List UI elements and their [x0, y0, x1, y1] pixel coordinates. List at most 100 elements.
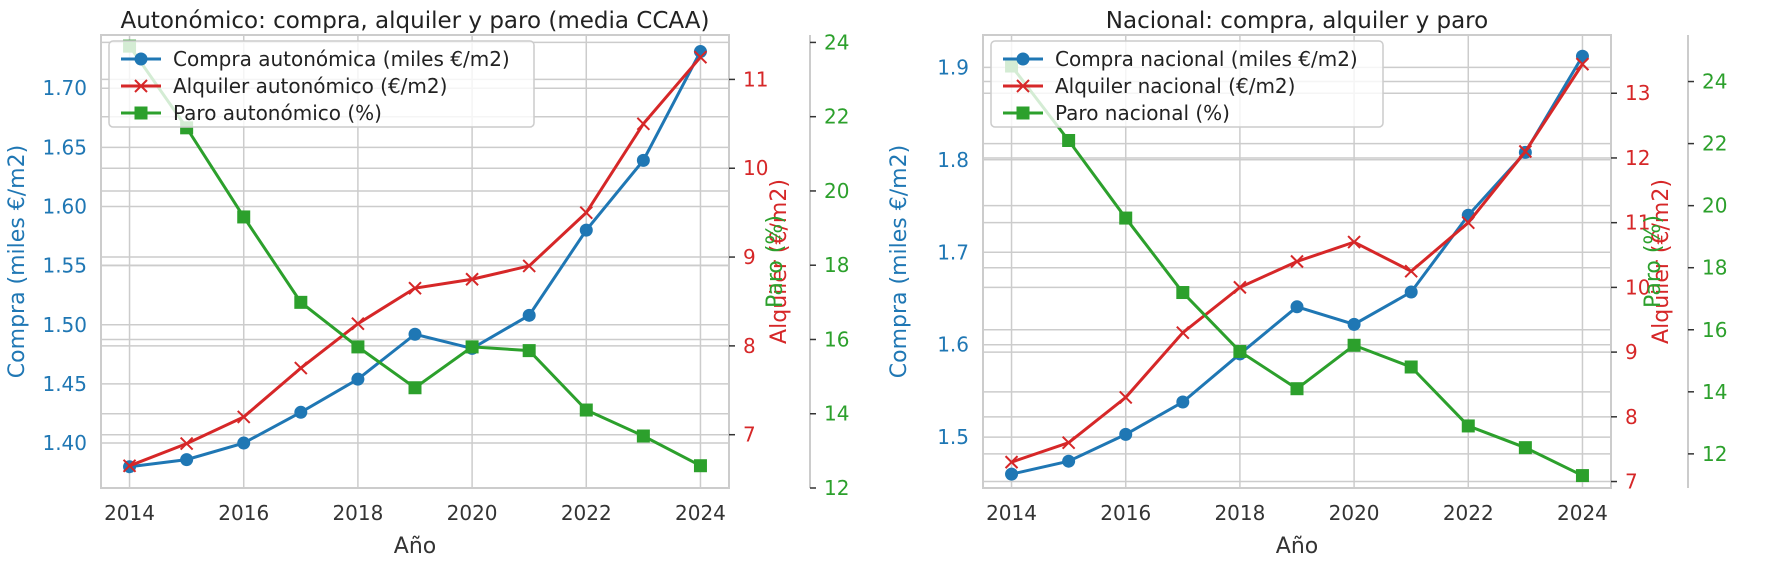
- data-point-nacional-1: [1119, 390, 1133, 405]
- data-point-autonomico-2: [522, 344, 536, 358]
- data-point-autonomico-1: [636, 117, 651, 131]
- data-point-nacional-2: [1347, 338, 1361, 352]
- legend-label-autonomico-1: Alquiler autonómico (€/m2): [173, 74, 447, 98]
- left-axis-label-nacional: Compra (miles €/m2): [887, 145, 912, 378]
- paro-tick-label-nacional: 12: [1702, 442, 1727, 466]
- data-point-autonomico-0: [579, 223, 593, 237]
- x-tick-label-autonomico: 2014: [104, 501, 155, 525]
- paro-tick-label-autonomico: 22: [824, 105, 849, 129]
- data-point-nacional-0: [1005, 467, 1019, 481]
- chart-title-autonomico: Autonómico: compra, alquiler y paro (med…: [121, 8, 710, 34]
- legend-label-autonomico-2: Paro autonómico (%): [173, 101, 382, 125]
- right-tick-label-autonomico: 11: [743, 67, 768, 91]
- x-axis-label-autonomico: Año: [394, 534, 436, 559]
- data-point-autonomico-1: [351, 316, 365, 331]
- chart-autonomico: Autonómico: compra, alquiler y paro (med…: [5, 8, 849, 559]
- paro-tick-label-autonomico: 16: [824, 327, 849, 351]
- x-tick-label-nacional: 2022: [1443, 501, 1494, 525]
- x-axis-label-nacional: Año: [1276, 534, 1318, 559]
- x-tick-label-nacional: 2024: [1557, 501, 1608, 525]
- data-point-nacional-2: [1176, 286, 1190, 300]
- data-point-autonomico-1: [579, 205, 593, 220]
- data-point-autonomico-1: [122, 459, 137, 473]
- left-tick-label-autonomico: 1.50: [42, 313, 87, 337]
- x-tick-label-autonomico: 2018: [332, 501, 383, 525]
- data-point-nacional-0: [1062, 454, 1076, 468]
- left-axis-label-autonomico: Compra (miles €/m2): [5, 145, 30, 378]
- legend-label-nacional-2: Paro nacional (%): [1055, 101, 1230, 125]
- left-tick-label-nacional: 1.8: [937, 148, 969, 172]
- right-tick-label-autonomico: 7: [743, 423, 756, 447]
- left-tick-label-autonomico: 1.40: [42, 431, 87, 455]
- data-point-nacional-2: [1119, 211, 1133, 225]
- data-point-autonomico-0: [351, 372, 365, 386]
- data-point-autonomico-2: [636, 429, 650, 443]
- data-point-autonomico-1: [465, 272, 479, 286]
- data-point-nacional-1: [1290, 254, 1304, 269]
- left-tick-label-autonomico: 1.45: [42, 372, 87, 396]
- paro-axis-label-nacional: Paro (%): [1641, 215, 1666, 308]
- data-point-nacional-2: [1461, 419, 1475, 433]
- data-point-autonomico-2: [237, 210, 251, 224]
- data-point-nacional-0: [1404, 285, 1418, 299]
- right-tick-label-nacional: 12: [1625, 146, 1650, 170]
- right-axis-label-autonomico: Alquiler (€/m2): [767, 179, 792, 344]
- left-tick-label-nacional: 1.5: [937, 425, 969, 449]
- legend-marker-autonomico-1: [134, 79, 148, 93]
- chart-title-nacional: Nacional: compra, alquiler y paro: [1106, 8, 1488, 34]
- left-tick-label-autonomico: 1.70: [42, 76, 87, 100]
- paro-tick-label-nacional: 22: [1702, 132, 1727, 156]
- data-point-nacional-2: [1062, 133, 1076, 147]
- right-tick-label-nacional: 11: [1625, 211, 1650, 235]
- data-point-autonomico-1: [237, 410, 251, 424]
- paro-tick-label-nacional: 18: [1702, 256, 1727, 280]
- x-tick-label-autonomico: 2016: [218, 501, 269, 525]
- legend-label-nacional-1: Alquiler nacional (€/m2): [1055, 74, 1295, 98]
- paro-tick-label-autonomico: 20: [824, 179, 849, 203]
- legend-marker-autonomico-0: [134, 52, 148, 66]
- right-tick-label-nacional: 10: [1625, 275, 1650, 299]
- legend-marker-nacional-2: [1016, 106, 1030, 120]
- data-point-autonomico-0: [408, 327, 422, 341]
- data-point-nacional-1: [1461, 215, 1475, 230]
- data-point-autonomico-0: [180, 453, 194, 467]
- data-point-nacional-1: [1518, 144, 1533, 159]
- x-tick-label-nacional: 2020: [1329, 501, 1380, 525]
- data-point-autonomico-2: [693, 459, 707, 473]
- paro-tick-label-nacional: 24: [1702, 70, 1727, 94]
- data-point-nacional-1: [1004, 455, 1019, 469]
- marks-autonomico: 2014 2016 2018 2020 2022 20241.401.451.501.55…: [5, 30, 849, 525]
- data-point-autonomico-1: [294, 361, 308, 375]
- legend-label-autonomico-0: Compra autonómica (miles €/m2): [173, 47, 510, 71]
- right-tick-label-autonomico: 8: [743, 334, 756, 358]
- x-tick-label-nacional: 2016: [1100, 501, 1151, 525]
- legend-autonomico: [108, 40, 535, 128]
- paro-tick-label-autonomico: 14: [824, 402, 849, 426]
- right-tick-label-autonomico: 9: [743, 245, 756, 269]
- data-point-autonomico-0: [636, 153, 650, 167]
- data-point-autonomico-1: [693, 50, 708, 64]
- data-point-autonomico-2: [408, 381, 422, 395]
- data-point-autonomico-0: [522, 308, 536, 322]
- data-point-nacional-1: [1061, 435, 1076, 450]
- right-axis-label-nacional: Alquiler (€/m2): [1649, 179, 1674, 344]
- left-tick-label-autonomico: 1.55: [42, 254, 87, 278]
- chart-nacional: Nacional: compra, alquiler y paro Año 20…: [887, 8, 1727, 559]
- left-tick-label-nacional: 1.6: [937, 333, 969, 357]
- legend-marker-nacional-1: [1016, 79, 1030, 93]
- paro-tick-label-autonomico: 12: [824, 476, 849, 500]
- x-tick-label-autonomico: 2024: [675, 501, 726, 525]
- data-point-nacional-1: [1575, 57, 1590, 71]
- x-tick-label-autonomico: 2020: [447, 501, 498, 525]
- data-point-autonomico-2: [351, 340, 365, 354]
- legend-marker-nacional-0: [1016, 52, 1030, 66]
- data-point-autonomico-1: [522, 259, 536, 273]
- data-point-autonomico-1: [179, 436, 194, 451]
- data-point-autonomico-2: [294, 295, 308, 309]
- data-point-nacional-2: [1575, 469, 1589, 483]
- data-point-autonomico-2: [579, 403, 593, 417]
- right-tick-label-nacional: 9: [1625, 340, 1638, 364]
- x-tick-label-nacional: 2018: [1214, 501, 1265, 525]
- paro-tick-label-autonomico: 18: [824, 253, 849, 277]
- data-point-autonomico-0: [294, 405, 308, 419]
